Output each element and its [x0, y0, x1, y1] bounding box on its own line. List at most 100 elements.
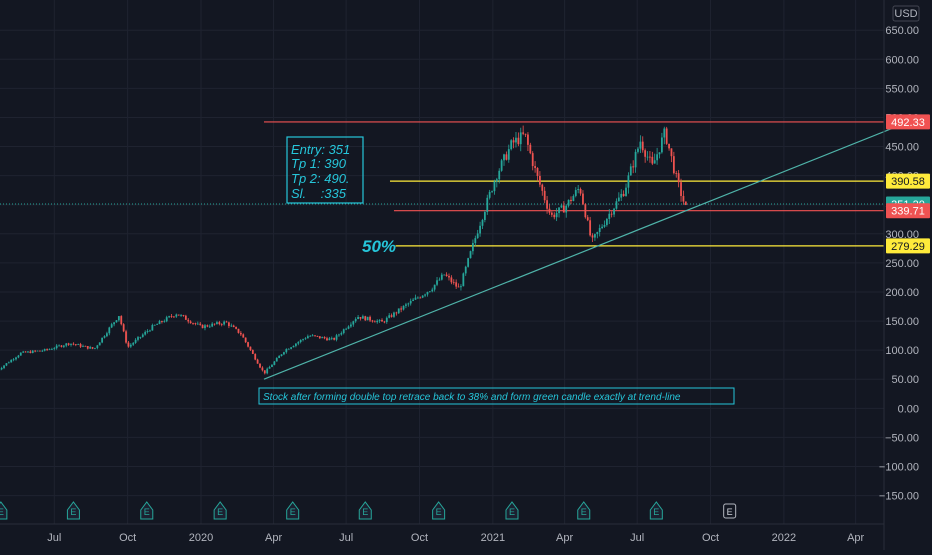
- candle-body: [436, 280, 438, 284]
- candle-body: [297, 342, 299, 344]
- candle-body: [61, 346, 63, 347]
- candle-body: [245, 338, 247, 343]
- candle-body: [546, 200, 548, 208]
- x-tick-label: Oct: [411, 532, 428, 544]
- x-tick-label: Apr: [847, 532, 864, 544]
- currency-badge[interactable]: USD: [893, 6, 919, 21]
- price-tag[interactable]: 339.71: [886, 203, 930, 218]
- candle-body: [214, 324, 216, 325]
- candle-body: [630, 166, 632, 175]
- candle-body: [333, 338, 335, 340]
- candle-body: [29, 352, 31, 353]
- candle-body: [508, 149, 510, 160]
- candle-body: [498, 171, 500, 179]
- candle-body: [233, 326, 235, 327]
- candle-body: [324, 337, 326, 338]
- candle-body: [632, 166, 634, 167]
- price-tag-label: 279.29: [891, 241, 925, 253]
- candle-body: [101, 338, 103, 343]
- candle-body: [312, 335, 314, 336]
- candle-body: [159, 321, 161, 324]
- candle-body: [649, 157, 651, 158]
- candle-body: [106, 333, 108, 336]
- candle-body: [130, 345, 132, 347]
- candle-body: [661, 137, 663, 152]
- candle-body: [434, 285, 436, 290]
- candle-body: [427, 292, 429, 294]
- candle-body: [388, 315, 390, 318]
- candle-body: [307, 336, 309, 338]
- candle-body: [360, 317, 362, 319]
- candle-body: [283, 352, 285, 354]
- candle-body: [34, 351, 36, 352]
- candle-body: [230, 326, 232, 327]
- candle-body: [532, 153, 534, 166]
- price-tag-label: 339.71: [891, 206, 925, 218]
- candle-body: [235, 327, 237, 329]
- candle-body: [118, 316, 120, 320]
- candle-body: [273, 361, 275, 364]
- candle-body: [391, 315, 393, 317]
- candle-body: [400, 308, 402, 309]
- candle-body: [506, 154, 508, 159]
- candle-body: [584, 204, 586, 217]
- candle-body: [486, 198, 488, 212]
- candle-body: [601, 227, 603, 228]
- candle-body: [501, 160, 503, 170]
- candle-body: [642, 142, 644, 151]
- candle-body: [166, 317, 168, 321]
- candle-body: [137, 337, 139, 340]
- candle-body: [197, 324, 199, 325]
- x-tick-label: Jul: [630, 532, 644, 544]
- candle-body: [58, 346, 60, 347]
- candle-body: [482, 220, 484, 226]
- candle-body: [668, 144, 670, 149]
- candle-body: [302, 339, 304, 340]
- x-tick-label: Oct: [119, 532, 136, 544]
- candle-body: [522, 132, 524, 133]
- candle-body: [328, 338, 330, 340]
- candle-body: [32, 351, 34, 353]
- candle-body: [211, 324, 213, 327]
- price-tag[interactable]: 279.29: [886, 238, 930, 253]
- price-tag[interactable]: 390.58: [886, 174, 930, 189]
- candle-body: [281, 354, 283, 356]
- candle-body: [525, 134, 527, 135]
- candle-body: [367, 317, 369, 320]
- candle-body: [429, 291, 431, 292]
- fib-50-label: 50%: [362, 237, 396, 256]
- earnings-marker[interactable]: E: [724, 504, 736, 518]
- candle-body: [75, 344, 77, 345]
- earnings-marker-label: E: [0, 507, 4, 517]
- candle-body: [94, 348, 96, 349]
- candle-body: [462, 273, 464, 286]
- candle-body: [541, 185, 543, 191]
- candle-body: [544, 191, 546, 200]
- candle-body: [108, 327, 110, 333]
- candle-body: [285, 349, 287, 352]
- candle-body: [13, 359, 15, 360]
- candle-body: [68, 343, 70, 344]
- candle-body: [116, 320, 118, 322]
- candle-body: [410, 301, 412, 303]
- candle-body: [616, 201, 618, 208]
- candle-body: [570, 200, 572, 201]
- candle-body: [168, 316, 170, 317]
- candle-body: [594, 234, 596, 237]
- x-tick-label: Oct: [702, 532, 719, 544]
- candle-body: [671, 148, 673, 156]
- candle-body: [472, 243, 474, 251]
- price-tag[interactable]: 492.33: [886, 114, 930, 129]
- candle-body: [183, 315, 185, 316]
- candle-body: [393, 313, 395, 317]
- candle-body: [644, 150, 646, 157]
- candle-body: [221, 324, 223, 325]
- candle-body: [223, 322, 225, 325]
- candle-body: [604, 225, 606, 227]
- candle-body: [96, 345, 98, 348]
- candle-body: [675, 173, 677, 174]
- candle-body: [651, 157, 653, 164]
- candle-body: [65, 343, 67, 345]
